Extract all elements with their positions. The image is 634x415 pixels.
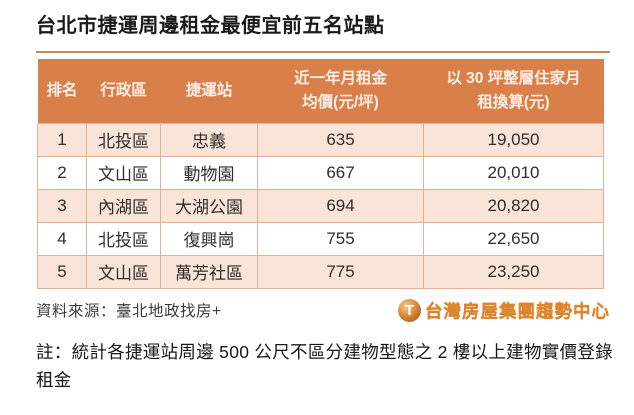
cell-rent-per-ping: 775 — [257, 254, 424, 289]
cell-district: 北投區 — [86, 221, 161, 256]
column-header-station: 捷運站 — [160, 59, 258, 123]
taiwan-housing-logo: T 台灣房屋集團趨勢中心 — [398, 298, 610, 323]
cell-rent-per-ping: 667 — [257, 155, 424, 190]
column-header-rank: 排名 — [37, 59, 87, 123]
column-header-rent-per-ping: 近一年月租金 均價(元/坪) — [257, 59, 424, 123]
cell-rank: 4 — [37, 221, 87, 256]
cell-rank: 1 — [37, 122, 87, 157]
table-header-row: 排名 行政區 捷運站 近一年月租金 均價(元/坪) 以 30 坪整層住家月 租換… — [37, 59, 604, 123]
taiwan-housing-logo-text: 台灣房屋集團趨勢中心 — [425, 300, 610, 321]
column-header-label: 捷運站 — [185, 81, 233, 99]
data-source-text: 資料來源：臺北地政找房+ — [36, 303, 222, 320]
footer-row: 資料來源：臺北地政找房+ T 台灣房屋集團趨勢中心 — [36, 298, 610, 323]
cell-monthly-30ping: 20,010 — [423, 155, 604, 190]
column-header-district: 行政區 — [86, 59, 161, 123]
cell-monthly-30ping: 19,050 — [423, 122, 604, 157]
table-row: 2 文山區 動物園 667 20,010 — [37, 155, 604, 190]
column-header-label-line2: 租換算(元) — [477, 93, 550, 111]
cell-rent-per-ping: 694 — [257, 188, 424, 223]
cell-district: 文山區 — [86, 254, 161, 289]
column-header-label: 排名 — [46, 81, 78, 99]
table-row: 1 北投區 忠義 635 19,050 — [37, 122, 604, 157]
cell-district: 內湖區 — [86, 188, 161, 223]
column-header-label: 行政區 — [100, 81, 147, 99]
taiwan-housing-logo-icon: T — [398, 298, 421, 322]
cell-district: 北投區 — [86, 122, 161, 157]
page-title: 台北市捷運周邊租金最便宜前五名站點 — [36, 15, 385, 37]
cell-monthly-30ping: 23,250 — [423, 254, 604, 289]
footnote-text: 註：統計各捷運站周邊 500 公尺不區分建物型態之 2 樓以上建物實價登錄租金 — [36, 341, 613, 390]
column-header-label-line2: 均價(元/坪) — [302, 93, 379, 111]
cell-rent-per-ping: 635 — [257, 122, 424, 157]
table-row: 4 北投區 復興崗 755 22,650 — [37, 221, 604, 256]
cell-station: 動物園 — [160, 155, 258, 190]
title-underline — [36, 51, 610, 53]
cell-monthly-30ping: 22,650 — [423, 221, 604, 256]
cell-station: 大湖公園 — [160, 188, 258, 223]
cell-rank: 5 — [37, 254, 87, 289]
column-header-label-line1: 以 30 坪整層住家月 — [446, 69, 581, 87]
column-header-monthly-30ping: 以 30 坪整層住家月 租換算(元) — [423, 59, 604, 123]
cell-monthly-30ping: 20,820 — [423, 188, 604, 223]
table-row: 5 文山區 萬芳社區 775 23,250 — [37, 254, 604, 289]
cell-rank: 2 — [37, 155, 87, 190]
cell-district: 文山區 — [86, 155, 161, 190]
table-row: 3 內湖區 大湖公園 694 20,820 — [37, 188, 604, 223]
cell-station: 萬芳社區 — [160, 254, 258, 289]
column-header-label-line1: 近一年月租金 — [293, 69, 387, 87]
cell-rent-per-ping: 755 — [257, 221, 424, 256]
cell-rank: 3 — [37, 188, 87, 223]
cell-station: 復興崗 — [160, 221, 258, 256]
cell-station: 忠義 — [160, 122, 258, 157]
rent-ranking-table: 排名 行政區 捷運站 近一年月租金 均價(元/坪) 以 30 坪整層住家月 租換… — [37, 59, 604, 289]
